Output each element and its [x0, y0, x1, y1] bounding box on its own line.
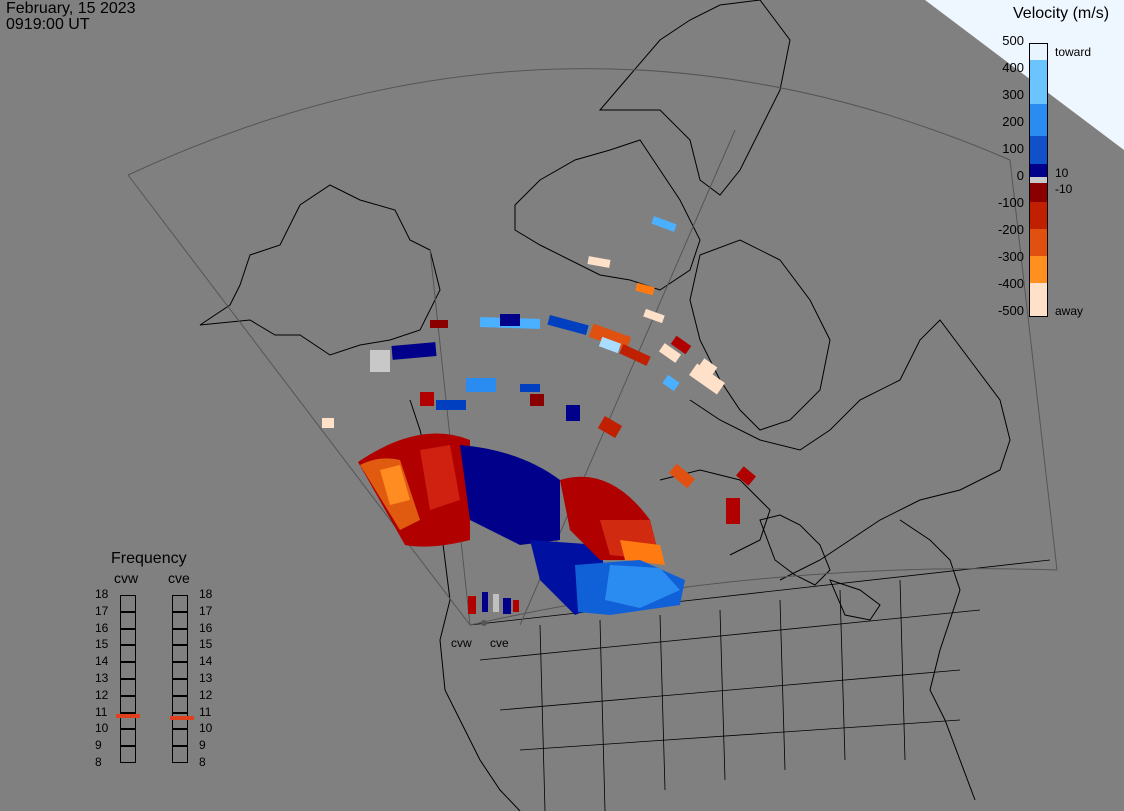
frequency-cell: [120, 595, 136, 612]
radar-echo-west: [358, 433, 470, 547]
legend-tick-label: 500: [1002, 33, 1024, 48]
colorbar-segment: [1030, 163, 1047, 178]
frequency-scale-label: 10: [199, 721, 213, 736]
colorbar-segment: [1030, 256, 1047, 284]
legend-tick-label: 100: [1002, 141, 1024, 156]
colorbar-segment: [1030, 182, 1047, 202]
frequency-cell: [172, 628, 188, 646]
coastline-outlines: [199, 0, 1011, 811]
frequency-title: Frequency: [111, 550, 187, 567]
frequency-cell: [120, 712, 136, 730]
frequency-scale-label: 18: [199, 587, 213, 601]
frequency-cell: [172, 695, 188, 713]
state-borders: [469, 559, 1051, 811]
frequency-scale-label: 17: [95, 603, 109, 618]
radar-echo-far: [322, 216, 756, 524]
colorbar-segment: [1030, 283, 1047, 316]
frequency-cell: [172, 679, 188, 696]
colorbar-segment: [1030, 177, 1047, 183]
frequency-cell: [172, 645, 188, 663]
legend-minus-ten-label: -10: [1055, 182, 1073, 196]
colorbar-segment: [1030, 228, 1047, 257]
legend-tick-label: 300: [1002, 87, 1024, 102]
frequency-cell: [172, 611, 188, 629]
site-label-cve: cve: [490, 636, 509, 650]
colorbar-segment: [1030, 44, 1047, 61]
legend-toward-label: toward: [1055, 45, 1092, 59]
frequency-scale-label: 8: [199, 755, 206, 769]
frequency-scale-label: 15: [199, 637, 213, 652]
frequency-cell: [120, 695, 136, 713]
polar-corner-region: [925, 0, 1124, 150]
frequency-scale-label: 8: [95, 755, 102, 769]
frequency-marker: [170, 715, 194, 720]
legend-tick-label: -300: [997, 249, 1024, 264]
frequency-cell: [120, 645, 136, 663]
frequency-scale-label: 13: [199, 671, 213, 685]
colorbar-segment: [1030, 201, 1047, 229]
legend-away-label: away: [1055, 304, 1084, 318]
legend-tick-label: 0: [1016, 168, 1024, 183]
frequency-scale-label: 15: [95, 637, 109, 652]
site-label-cvw: cvw: [451, 636, 472, 650]
frequency-column-cvw: cvw: [114, 570, 139, 586]
frequency-cell: [120, 662, 136, 679]
frequency-scale-label: 10: [95, 721, 109, 736]
frequency-scale-label: 14: [199, 654, 213, 669]
frequency-scale-label: 13: [95, 671, 109, 685]
radar-echo-east: [560, 476, 685, 615]
frequency-scale-label: 11: [199, 704, 212, 719]
frequency-scale-label: 9: [95, 738, 102, 753]
frequency-scale-label: 16: [95, 620, 109, 635]
date-label: February, 15 2023: [6, 0, 136, 17]
colorbar-segment: [1030, 60, 1047, 104]
frequency-cell: [120, 729, 136, 747]
legend-tick-label: -500: [997, 303, 1024, 318]
colorbar-segment: [1030, 103, 1047, 137]
frequency-scale-label: 9: [199, 738, 206, 753]
velocity-colorbar: [1029, 43, 1048, 317]
field-of-view-outline: [127, 68, 1058, 626]
frequency-cell: [120, 746, 136, 763]
frequency-scale-label: 11: [95, 704, 108, 719]
time-label: 0919:00 UT: [6, 16, 90, 33]
legend-ten-label: 10: [1055, 166, 1069, 180]
frequency-scale-label: 17: [199, 603, 213, 618]
frequency-scale-label: 16: [199, 620, 213, 635]
frequency-cell: [172, 662, 188, 679]
frequency-cell: [172, 712, 188, 730]
frequency-cell: [172, 595, 188, 612]
frequency-scale-label: 14: [95, 654, 109, 669]
frequency-cell: [172, 746, 188, 763]
frequency-marker: [116, 713, 140, 718]
legend-tick-label: -100: [997, 195, 1024, 210]
radar-echo-near: [468, 592, 519, 626]
legend-tick-label: 400: [1002, 60, 1024, 75]
frequency-scale-label: 12: [95, 687, 109, 702]
legend-title: Velocity (m/s): [1013, 5, 1110, 22]
frequency-cell: [120, 628, 136, 646]
frequency-column-cve: cve: [168, 570, 190, 586]
legend-tick-label: -200: [997, 222, 1024, 237]
frequency-cell: [120, 679, 136, 696]
frequency-scale-label: 12: [199, 687, 213, 702]
frequency-cell: [172, 729, 188, 747]
legend-tick-label: -400: [997, 276, 1024, 291]
legend-tick-label: 200: [1002, 114, 1024, 129]
frequency-scale-label: 18: [95, 587, 109, 601]
frequency-cell: [120, 611, 136, 629]
colorbar-segment: [1030, 136, 1047, 164]
